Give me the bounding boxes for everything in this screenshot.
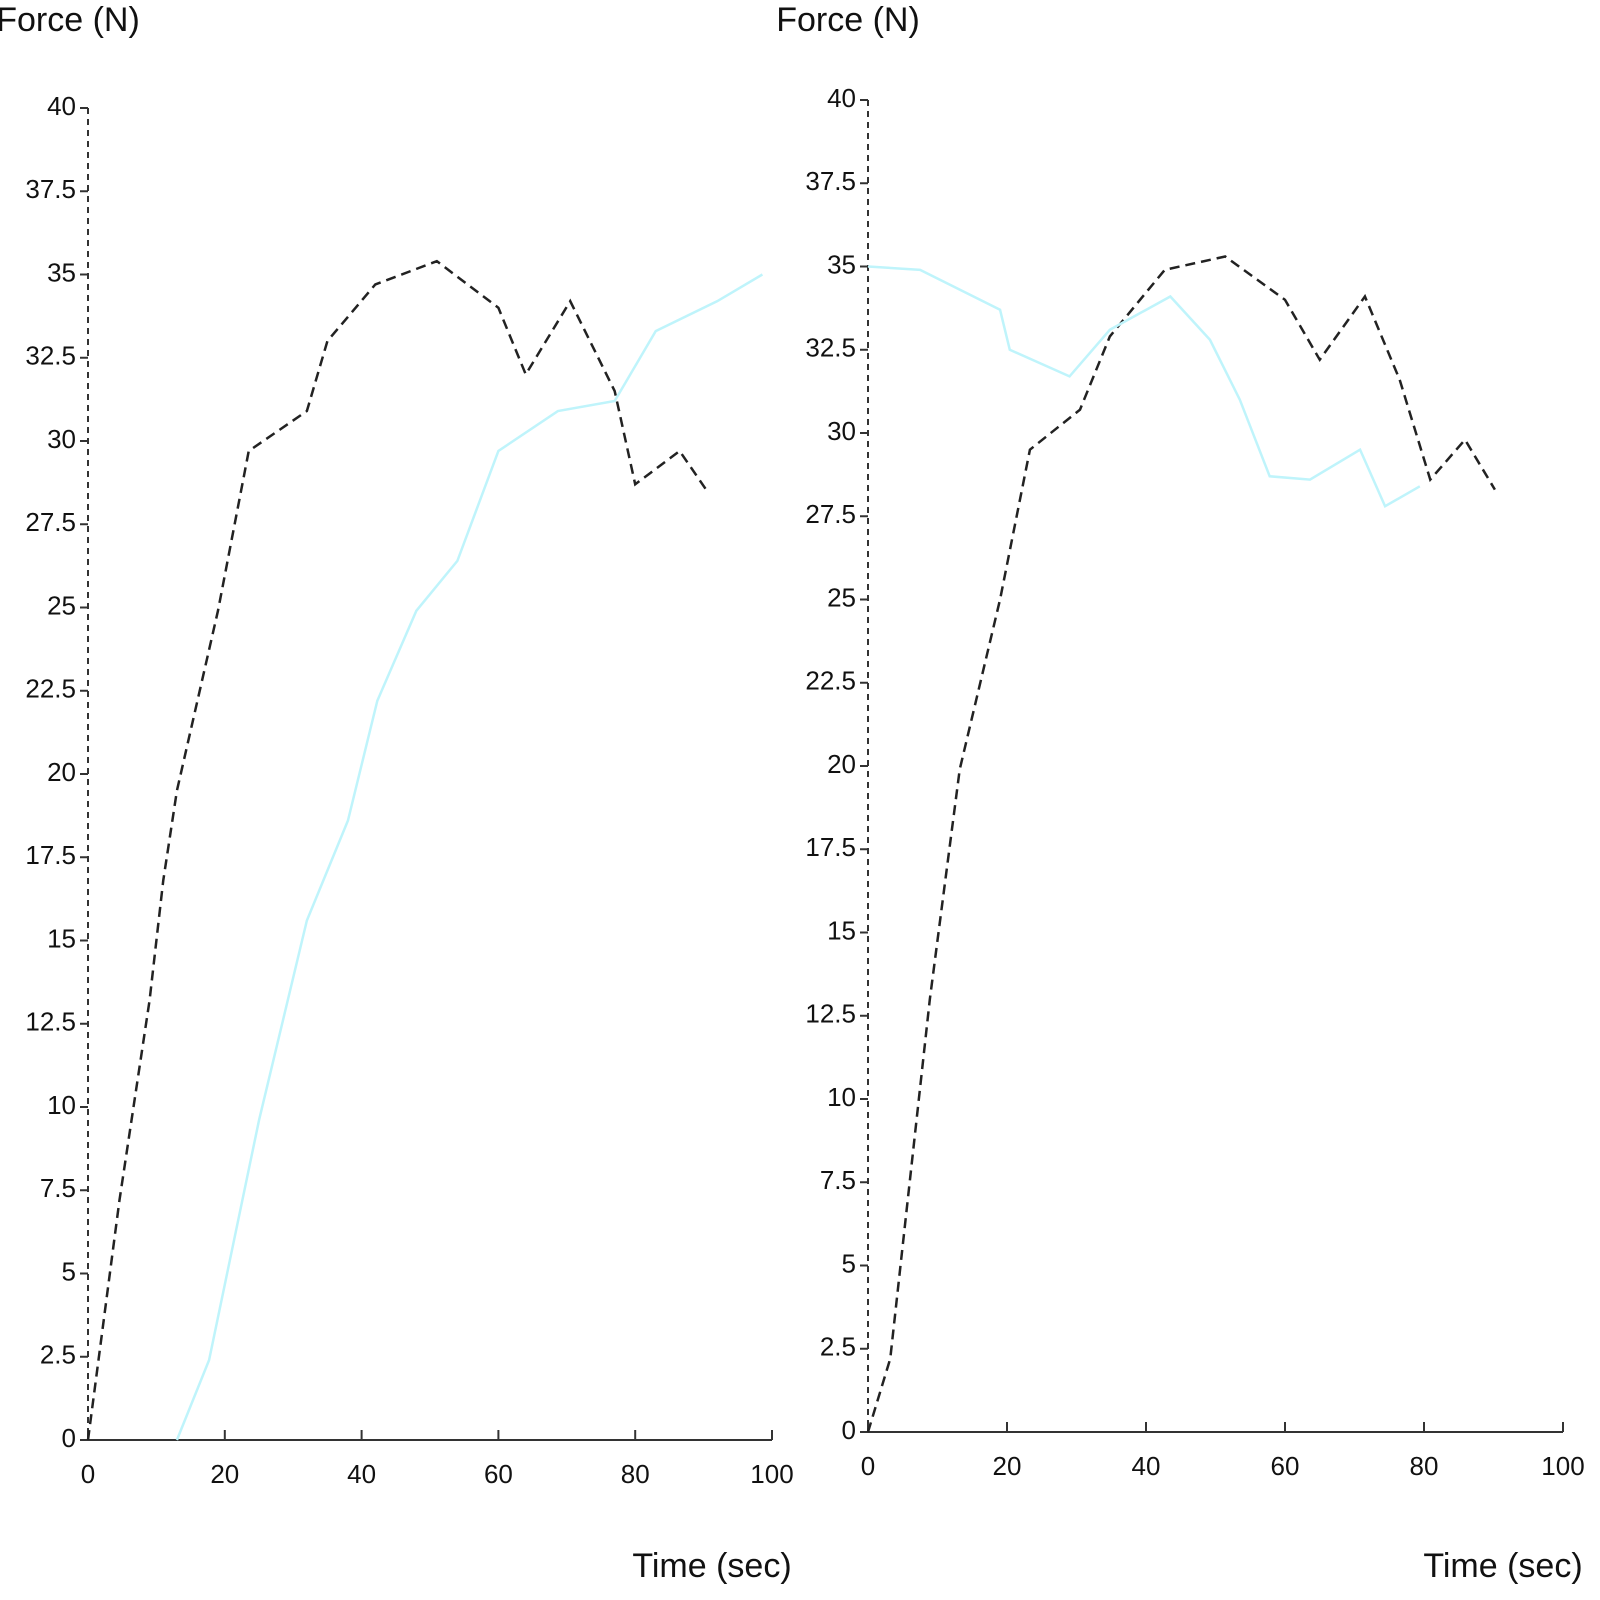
- y-tick-label: 22.5: [805, 666, 856, 696]
- x-tick-label: 80: [621, 1459, 650, 1489]
- y-tick-label: 15: [47, 923, 76, 953]
- x-tick-label: 60: [1271, 1451, 1300, 1481]
- x-tick-label: 80: [1410, 1451, 1439, 1481]
- y-tick-label: 37.5: [25, 174, 76, 204]
- y-tick-label: 15: [827, 915, 856, 945]
- x-tick-label: 40: [1132, 1451, 1161, 1481]
- y-tick-label: 35: [47, 257, 76, 287]
- y-tick-label: 12.5: [25, 1007, 76, 1037]
- x-tick-label: 100: [750, 1459, 793, 1489]
- x-tick-label: 20: [993, 1451, 1022, 1481]
- y-tick-label: 22.5: [25, 674, 76, 704]
- y-tick-label: 25: [47, 590, 76, 620]
- y-tick-label: 2.5: [40, 1340, 76, 1370]
- line-series: [866, 255, 1496, 1433]
- y-tick-label: 0: [842, 1415, 856, 1445]
- line-series: [86, 259, 709, 1441]
- y-tick-label: 5: [62, 1256, 76, 1286]
- y-axis-title: Force (N): [0, 1, 140, 39]
- y-axis-title: Force (N): [776, 1, 920, 39]
- y-tick-label: 10: [827, 1082, 856, 1112]
- line-series: [175, 273, 764, 1441]
- y-tick-label: 7.5: [40, 1173, 76, 1203]
- x-axis-title: Time (sec): [1423, 1547, 1582, 1585]
- x-tick-label: 100: [1541, 1451, 1584, 1481]
- x-tick-label: 20: [210, 1459, 239, 1489]
- y-tick-label: 32.5: [805, 333, 856, 363]
- y-tick-label: 30: [827, 416, 856, 446]
- y-tick-label: 0: [62, 1423, 76, 1453]
- y-tick-label: 37.5: [805, 166, 856, 196]
- y-tick-label: 32.5: [25, 341, 76, 371]
- y-tick-label: 35: [827, 249, 856, 279]
- x-tick-label: 60: [484, 1459, 513, 1489]
- x-tick-label: 0: [81, 1459, 95, 1489]
- y-tick-label: 20: [47, 757, 76, 787]
- y-tick-label: 10: [47, 1090, 76, 1120]
- x-tick-label: 0: [861, 1451, 875, 1481]
- y-tick-label: 40: [827, 83, 856, 113]
- y-tick-label: 17.5: [25, 840, 76, 870]
- y-tick-label: 30: [47, 424, 76, 454]
- y-tick-label: 20: [827, 749, 856, 779]
- y-tick-label: 27.5: [25, 507, 76, 537]
- y-tick-label: 2.5: [820, 1332, 856, 1362]
- y-tick-label: 7.5: [820, 1165, 856, 1195]
- y-tick-label: 27.5: [805, 499, 856, 529]
- y-tick-label: 5: [842, 1248, 856, 1278]
- y-tick-label: 25: [827, 582, 856, 612]
- y-tick-label: 17.5: [805, 832, 856, 862]
- y-tick-label: 40: [47, 91, 76, 121]
- y-tick-label: 12.5: [805, 999, 856, 1029]
- x-tick-label: 40: [347, 1459, 376, 1489]
- x-axis-title: Time (sec): [632, 1547, 791, 1585]
- line-series: [867, 265, 1421, 509]
